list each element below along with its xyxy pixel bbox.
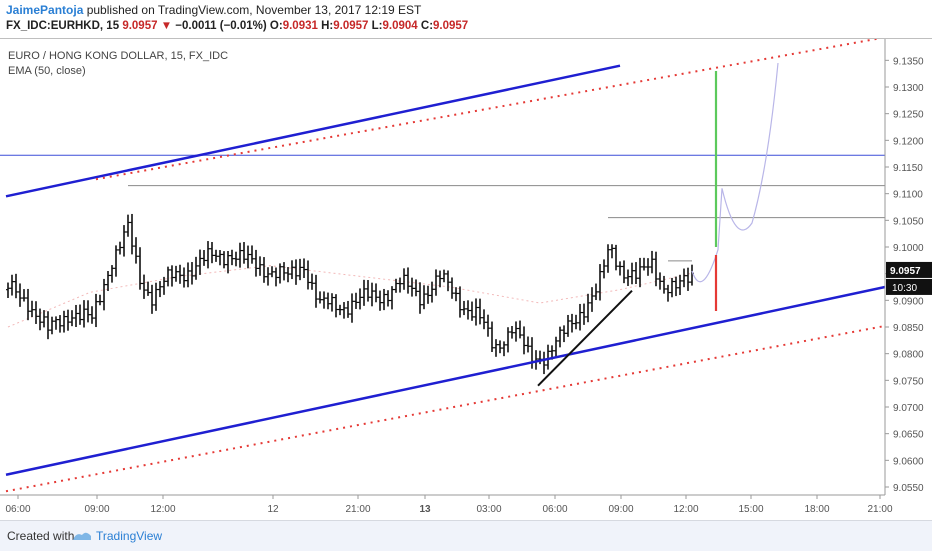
countdown-tag-label: 10:30 bbox=[892, 283, 917, 294]
low-value: 9.0904 bbox=[382, 20, 418, 32]
time-axis[interactable]: 06:00 09:00 12:00 12 21:00 13 03:00 06:00 09:00 1… bbox=[0, 494, 893, 515]
price-tick-label: 9.0600 bbox=[893, 456, 924, 467]
time-tick-label: 21:00 bbox=[345, 504, 370, 515]
price-tick-label: 9.0900 bbox=[893, 296, 924, 307]
time-tick-label: 12:00 bbox=[150, 504, 175, 515]
trend-drawings bbox=[0, 39, 886, 493]
low-label: L: bbox=[368, 20, 383, 32]
publish-line: JaimePantoja published on TradingView.co… bbox=[6, 3, 421, 17]
price-tick-label: 9.1050 bbox=[893, 216, 924, 227]
dotted-lower-line bbox=[5, 324, 886, 493]
price-tick-label: 9.0650 bbox=[893, 430, 924, 441]
published-text: published on TradingView.com, November 1… bbox=[83, 3, 422, 17]
price-tick-label: 9.0850 bbox=[893, 323, 924, 334]
symbol-title: EURO / HONG KONG DOLLAR, 15, FX_IDC bbox=[8, 50, 229, 62]
price-tick-label: 9.1150 bbox=[893, 163, 923, 174]
ema-path bbox=[7, 265, 691, 328]
time-tick-label: 09:00 bbox=[608, 504, 633, 515]
price-tick-label: 9.1100 bbox=[893, 190, 923, 201]
time-tick-label: 06:00 bbox=[542, 504, 567, 515]
price-tick-label: 9.0700 bbox=[893, 403, 924, 414]
price-tick-label: 9.1350 bbox=[893, 56, 924, 67]
price-tick-label: 9.0750 bbox=[893, 376, 924, 387]
time-tick-label: 15:00 bbox=[738, 504, 763, 515]
chart-legend: EURO / HONG KONG DOLLAR, 15, FX_IDC EMA … bbox=[8, 49, 228, 79]
time-tick-label: 09:00 bbox=[84, 504, 109, 515]
last-price-tag bbox=[886, 261, 932, 278]
price-chart[interactable]: 9.1350 9.1300 9.1250 9.1200 9.1150 9.1100 9.10… bbox=[0, 39, 932, 521]
price-tick-label: 9.1000 bbox=[893, 243, 924, 254]
publish-header: JaimePantoja published on TradingView.co… bbox=[0, 0, 932, 38]
tradingview-logo-icon bbox=[73, 532, 91, 540]
author-link[interactable]: JaimePantoja bbox=[6, 3, 84, 17]
time-tick-label: 12 bbox=[267, 504, 279, 515]
price-bars bbox=[6, 213, 694, 375]
time-tick-label: 18:00 bbox=[804, 504, 829, 515]
countdown-tag bbox=[886, 278, 932, 295]
price-axis[interactable]: 9.1350 9.1300 9.1250 9.1200 9.1150 9.1100 9.10… bbox=[884, 39, 932, 495]
footer: Created with TradingView bbox=[0, 520, 932, 551]
high-label: H: bbox=[317, 20, 334, 32]
created-with-label: Created with bbox=[7, 529, 75, 543]
price-tick-label: 9.0800 bbox=[893, 350, 924, 361]
last-price-tag-label: 9.0957 bbox=[890, 266, 921, 277]
symbol-label: FX_IDC:EURHKD, 15 bbox=[6, 20, 123, 32]
last-price-text: 9.0957 bbox=[122, 20, 158, 32]
close-value: 9.0957 bbox=[433, 20, 469, 32]
open-value: 9.0931 bbox=[282, 20, 318, 32]
price-tick-label: 9.1250 bbox=[893, 110, 924, 121]
indicator-label: EMA (50, close) bbox=[8, 65, 86, 77]
price-tick-label: 9.0550 bbox=[893, 483, 924, 494]
down-arrow-icon: ▼ bbox=[160, 20, 173, 32]
dotted-upper-line bbox=[95, 39, 882, 181]
price-tick-label: 9.1200 bbox=[893, 136, 924, 147]
projection-curve bbox=[691, 62, 779, 283]
channel-lower-line bbox=[5, 285, 886, 476]
ohlc-line: FX_IDC:EURHKD, 15 9.0957 ▼ −0.0011 (−0.0… bbox=[6, 20, 468, 32]
channel-upper-line bbox=[5, 64, 621, 198]
tradingview-brand-link[interactable]: TradingView bbox=[96, 529, 163, 543]
change-text: −0.0011 (−0.01%) bbox=[172, 20, 267, 32]
black-trendline bbox=[537, 290, 633, 387]
chart-area[interactable]: 9.1350 9.1300 9.1250 9.1200 9.1150 9.1100 9.10… bbox=[0, 38, 932, 521]
time-tick-label: 13 bbox=[419, 504, 431, 515]
time-tick-label: 03:00 bbox=[476, 504, 501, 515]
ema-line bbox=[7, 265, 691, 328]
time-tick-label: 06:00 bbox=[5, 504, 30, 515]
price-tick-label: 9.1300 bbox=[893, 83, 924, 94]
time-tick-label: 12:00 bbox=[673, 504, 698, 515]
high-value: 9.0957 bbox=[333, 20, 369, 32]
open-label: O: bbox=[266, 20, 283, 32]
close-label: C: bbox=[417, 20, 434, 32]
time-tick-label: 21:00 bbox=[867, 504, 892, 515]
